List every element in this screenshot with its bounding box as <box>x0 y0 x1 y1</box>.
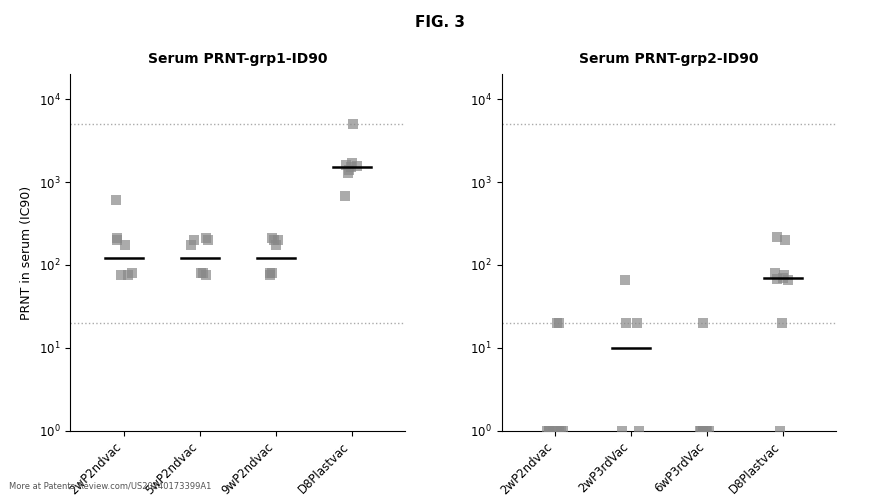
Point <box>342 166 356 174</box>
Point <box>108 197 122 204</box>
Point <box>615 427 629 435</box>
Point <box>187 236 202 244</box>
Point <box>618 277 632 285</box>
Point <box>556 427 570 435</box>
Point <box>767 269 781 277</box>
Point <box>349 162 363 170</box>
Point <box>345 159 359 167</box>
Point <box>338 192 352 200</box>
Text: FIG. 3: FIG. 3 <box>415 15 465 30</box>
Point <box>202 236 216 244</box>
Point <box>699 427 713 435</box>
Point <box>770 275 784 283</box>
Point <box>196 269 210 277</box>
Point <box>696 427 710 435</box>
Point <box>541 427 555 435</box>
Y-axis label: PRNT in serum (IC90): PRNT in serum (IC90) <box>20 186 33 319</box>
Point <box>619 319 633 327</box>
Point <box>194 269 209 277</box>
Point <box>696 319 710 327</box>
Point <box>539 427 554 435</box>
Point <box>199 271 213 279</box>
Point <box>265 269 279 277</box>
Point <box>271 236 285 244</box>
Point <box>546 427 560 435</box>
Point <box>781 277 795 285</box>
Point <box>554 427 568 435</box>
Point <box>702 427 716 435</box>
Point <box>341 169 355 177</box>
Point <box>630 319 644 327</box>
Title: Serum PRNT-grp2-ID90: Serum PRNT-grp2-ID90 <box>579 52 759 66</box>
Point <box>121 271 135 279</box>
Point <box>777 271 791 279</box>
Point <box>633 427 647 435</box>
Point <box>693 427 708 435</box>
Point <box>184 241 198 249</box>
Point <box>265 234 279 242</box>
Point <box>268 236 282 244</box>
Point <box>770 233 784 241</box>
Title: Serum PRNT-grp1-ID90: Serum PRNT-grp1-ID90 <box>148 52 327 66</box>
Point <box>269 241 283 249</box>
Point <box>694 427 708 435</box>
Point <box>774 427 788 435</box>
Point <box>552 319 566 327</box>
Point <box>775 319 789 327</box>
Point <box>700 427 715 435</box>
Point <box>263 271 277 279</box>
Point <box>110 236 124 244</box>
Point <box>776 274 790 282</box>
Point <box>778 236 792 244</box>
Point <box>125 269 139 277</box>
Point <box>110 234 124 242</box>
Point <box>552 427 566 435</box>
Point <box>541 427 555 435</box>
Point <box>114 271 128 279</box>
Point <box>696 427 710 435</box>
Point <box>199 234 213 242</box>
Point <box>118 241 132 249</box>
Point <box>339 161 353 169</box>
Point <box>346 120 360 128</box>
Point <box>549 427 563 435</box>
Point <box>550 319 564 327</box>
Point <box>344 163 358 171</box>
Text: More at Patents-Review.com/US20240173399A1: More at Patents-Review.com/US20240173399… <box>9 481 211 490</box>
Point <box>263 269 277 277</box>
